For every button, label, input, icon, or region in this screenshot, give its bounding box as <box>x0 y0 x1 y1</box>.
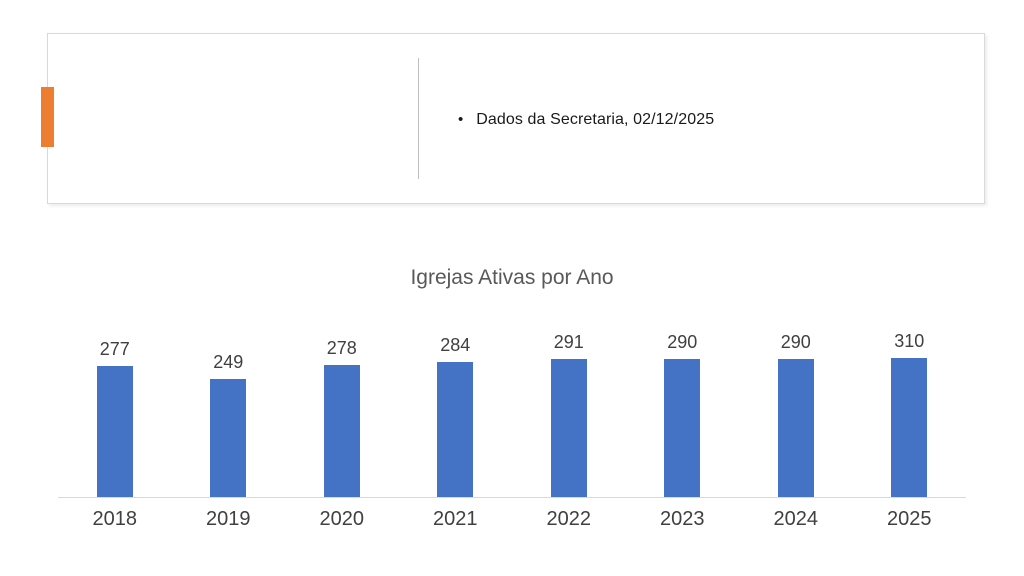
data-label: 290 <box>667 332 698 352</box>
bar[interactable] <box>323 365 360 497</box>
x-axis-label: 2022 <box>546 508 592 530</box>
x-axis-label: 2021 <box>433 508 478 530</box>
data-label: 291 <box>553 332 584 352</box>
bar[interactable] <box>891 358 928 497</box>
bar-column: 290 <box>739 331 853 497</box>
x-axis-label: 2025 <box>887 508 932 530</box>
x-axis-label: 2023 <box>660 508 705 530</box>
data-label: 277 <box>99 339 130 359</box>
data-label: 284 <box>440 335 471 355</box>
bar[interactable] <box>210 379 247 497</box>
x-axis-line <box>58 497 966 498</box>
data-label: 310 <box>894 331 925 351</box>
data-label: 278 <box>326 338 357 358</box>
bullet-item: • Dados da Secretaria, 02/12/2025 <box>458 109 714 130</box>
bullet-text: Dados da Secretaria, 02/12/2025 <box>476 111 715 128</box>
bar[interactable] <box>777 359 814 497</box>
x-axis-label: 2020 <box>319 508 365 530</box>
bar-column: 278 <box>285 331 399 497</box>
bar-column: 290 <box>626 331 740 497</box>
x-axis-label: 2024 <box>773 508 819 530</box>
plot-area: 277 249 278 284 291 290 290 310 <box>58 331 966 497</box>
bullet-icon: • <box>458 111 464 128</box>
bar-chart: Igrejas Ativas por Ano 277 249 278 284 291 29… <box>58 265 966 545</box>
bar-column: 277 <box>58 331 172 497</box>
data-label: 290 <box>780 332 811 352</box>
bar-column: 310 <box>853 331 967 497</box>
bar[interactable] <box>550 359 587 497</box>
chart-title: Igrejas Ativas por Ano <box>410 266 614 289</box>
x-axis-labels: 2018 2019 2020 2021 2022 2023 2024 2025 <box>58 507 966 531</box>
data-label: 249 <box>213 352 244 372</box>
bar[interactable] <box>96 366 133 497</box>
accent-bar <box>41 87 54 147</box>
x-axis-label: 2018 <box>92 508 138 530</box>
bar-column: 291 <box>512 331 626 497</box>
header-card: • Dados da Secretaria, 02/12/2025 <box>41 33 985 204</box>
bar[interactable] <box>664 359 701 497</box>
bar-column: 284 <box>399 331 513 497</box>
x-axis-label: 2019 <box>206 508 251 530</box>
divider-line <box>418 58 419 179</box>
bar[interactable] <box>437 362 474 497</box>
bar-column: 249 <box>172 331 286 497</box>
